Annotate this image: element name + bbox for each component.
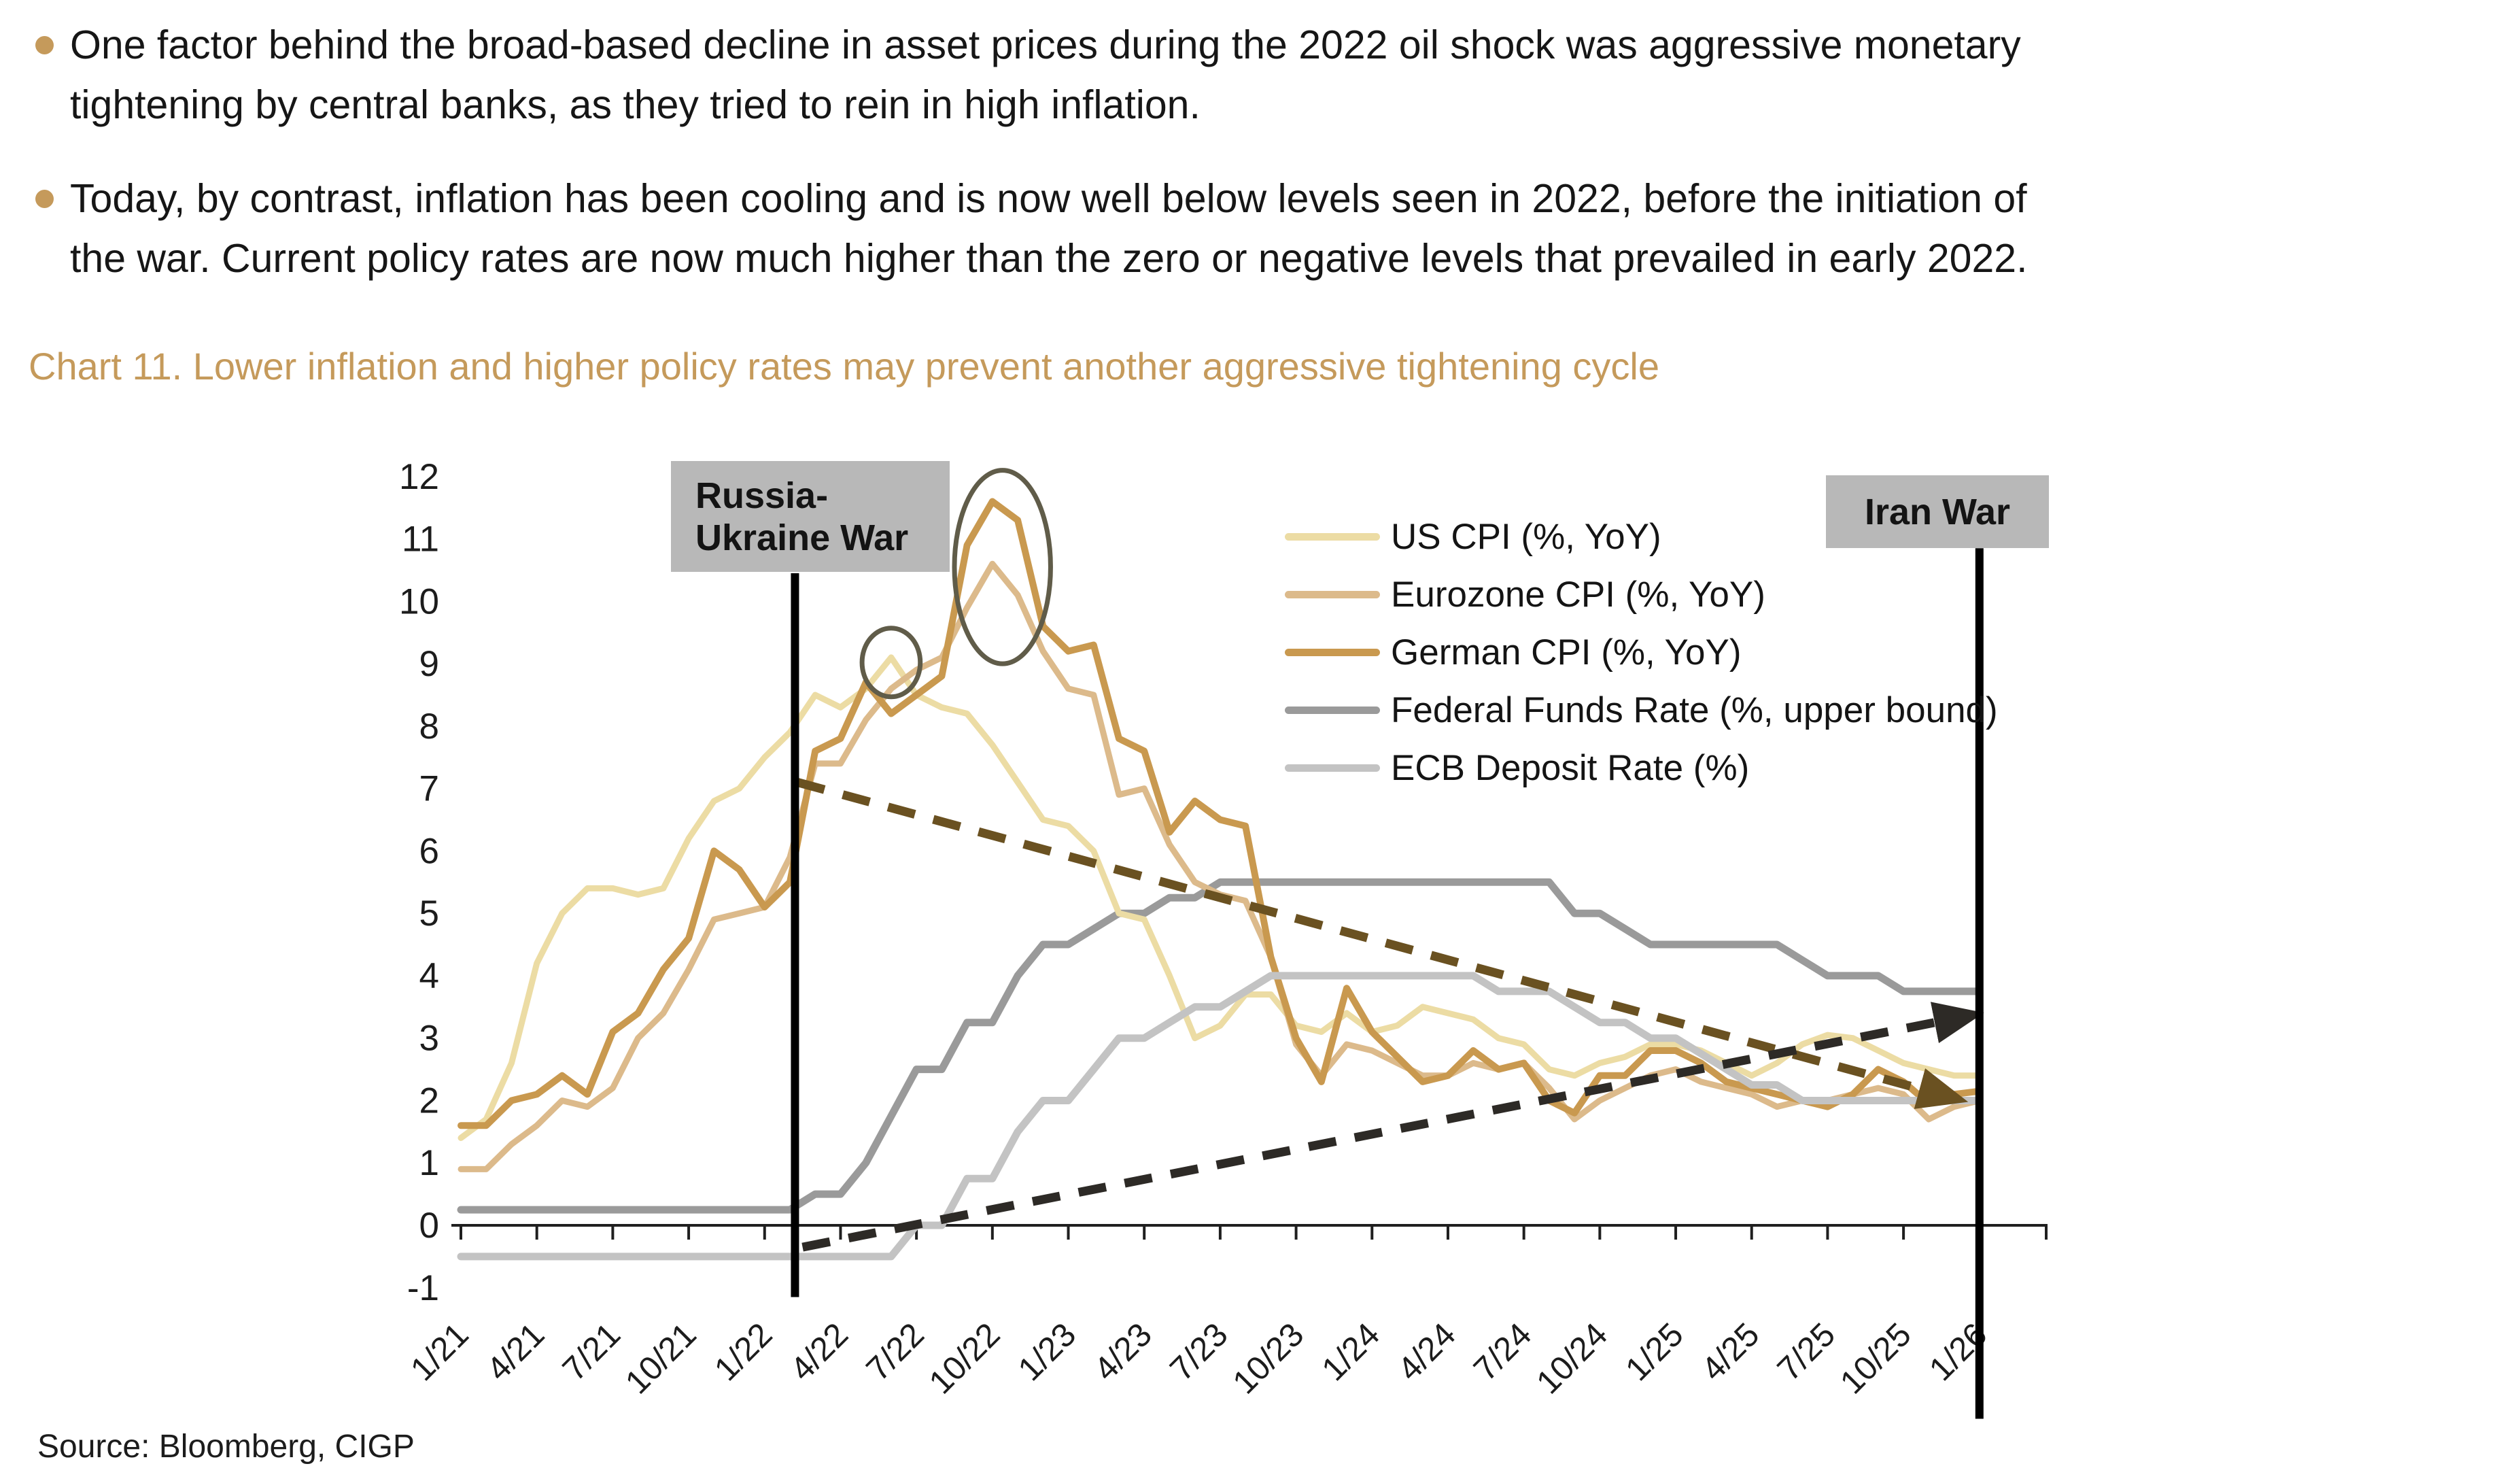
y-tick-label: -1 (407, 1268, 439, 1308)
bullet-icon (35, 36, 54, 54)
y-tick-label: 3 (419, 1019, 439, 1059)
bullet-text: Today, by contrast, inflation has been c… (70, 169, 2027, 288)
x-tick-label: 1/24 (1315, 1316, 1387, 1389)
y-tick-label: 0 (419, 1206, 439, 1246)
y-tick-label: 7 (419, 769, 439, 809)
x-tick-label: 1/22 (708, 1316, 780, 1389)
event-label-line: Russia- (695, 475, 829, 516)
y-tick-label: 11 (402, 520, 439, 560)
y-tick-label: 9 (419, 644, 439, 684)
x-tick-label: 10/22 (922, 1316, 1007, 1401)
y-tick-label: 2 (419, 1080, 439, 1121)
bullet-text: One factor behind the broad-based declin… (70, 15, 2021, 135)
higher-policy-rate-path-dashed-arrow (801, 1002, 1984, 1252)
x-tick-label: 10/25 (1833, 1316, 1918, 1401)
x-tick-label: 7/22 (859, 1316, 931, 1389)
event-label-line: Ukraine War (695, 517, 909, 558)
legend-label: Eurozone CPI (%, YoY) (1391, 575, 1765, 615)
event-label-line: Iran War (1864, 491, 2011, 532)
legend-label: US CPI (%, YoY) (1391, 517, 1661, 557)
legend-label: German CPI (%, YoY) (1391, 632, 1742, 673)
x-tick-label: 1/25 (1619, 1316, 1691, 1389)
us-cpi-peak-circle (859, 626, 923, 700)
x-tick-label: 1/21 (404, 1316, 476, 1389)
x-tick-label: 10/21 (619, 1316, 704, 1401)
bullet-line: One factor behind the broad-based declin… (70, 22, 2021, 67)
y-tick-label: 5 (419, 893, 439, 934)
legend-item-ecb-deposit: ECB Deposit Rate (%) (1285, 739, 1998, 797)
russia-ukraine-war-label: Russia- Ukraine War (671, 461, 950, 572)
y-tick-label: 6 (419, 831, 439, 871)
bullet-line: tightening by central banks, as they tri… (70, 82, 1201, 127)
lower-inflation-path-dashed-arrow (796, 778, 1969, 1109)
legend-item-fed-funds: Federal Funds Rate (%, upper bound) (1285, 681, 1998, 739)
series-line-ecb-deposit-rate (457, 972, 1984, 1261)
legend-label: ECB Deposit Rate (%) (1391, 748, 1750, 788)
chart-title: Chart 11. Lower inflation and higher pol… (29, 345, 1659, 388)
legend-swatch-fed-funds (1285, 707, 1380, 714)
legend-item-eurozone-cpi: Eurozone CPI (%, YoY) (1285, 566, 1998, 624)
x-tick-label: 1/23 (1012, 1316, 1084, 1389)
x-tick-label: 7/24 (1467, 1316, 1539, 1389)
x-tick-label: 10/23 (1226, 1316, 1311, 1401)
x-tick-label: 4/23 (1087, 1316, 1159, 1389)
y-tick-label: 8 (419, 707, 439, 747)
x-tick-label: 4/25 (1695, 1316, 1767, 1389)
x-tick-label: 10/24 (1530, 1316, 1615, 1401)
x-tick-label: 4/22 (784, 1316, 856, 1389)
legend-swatch-us-cpi (1285, 533, 1380, 541)
y-tick-label: 12 (399, 457, 439, 497)
y-tick-label: 10 (399, 581, 439, 622)
legend-swatch-ecb-deposit (1285, 764, 1380, 772)
bullet-item: One factor behind the broad-based declin… (35, 15, 2021, 135)
series-line-federal-funds-rate-upper-bound (457, 878, 1984, 1214)
source-note: Source: Bloomberg, CIGP (37, 1429, 415, 1465)
chart-legend: US CPI (%, YoY) Eurozone CPI (%, YoY) Ge… (1285, 508, 1998, 797)
x-tick-label: 7/23 (1163, 1316, 1235, 1389)
legend-swatch-eurozone-cpi (1285, 591, 1380, 598)
x-tick-label: 4/21 (480, 1316, 552, 1389)
y-tick-label: 4 (419, 956, 439, 996)
iran-war-label: Iran War (1826, 475, 2049, 548)
series-line-german-cpi-yoy (458, 498, 1983, 1129)
bullet-item: Today, by contrast, inflation has been c… (35, 169, 2027, 288)
x-tick-label: 7/25 (1771, 1316, 1843, 1389)
x-tick-label: 7/21 (556, 1316, 628, 1389)
x-tick-label: 4/24 (1391, 1316, 1463, 1389)
legend-swatch-german-cpi (1285, 649, 1380, 656)
y-tick-label: 1 (419, 1143, 439, 1183)
legend-item-us-cpi: US CPI (%, YoY) (1285, 508, 1998, 566)
legend-label: Federal Funds Rate (%, upper bound) (1391, 690, 1998, 730)
bullet-line: Today, by contrast, inflation has been c… (70, 176, 2027, 221)
bullet-icon (35, 190, 54, 208)
bullet-line: the war. Current policy rates are now mu… (70, 236, 2028, 281)
legend-item-german-cpi: German CPI (%, YoY) (1285, 624, 1998, 681)
german-cpi-peak-ellipse (952, 468, 1053, 666)
